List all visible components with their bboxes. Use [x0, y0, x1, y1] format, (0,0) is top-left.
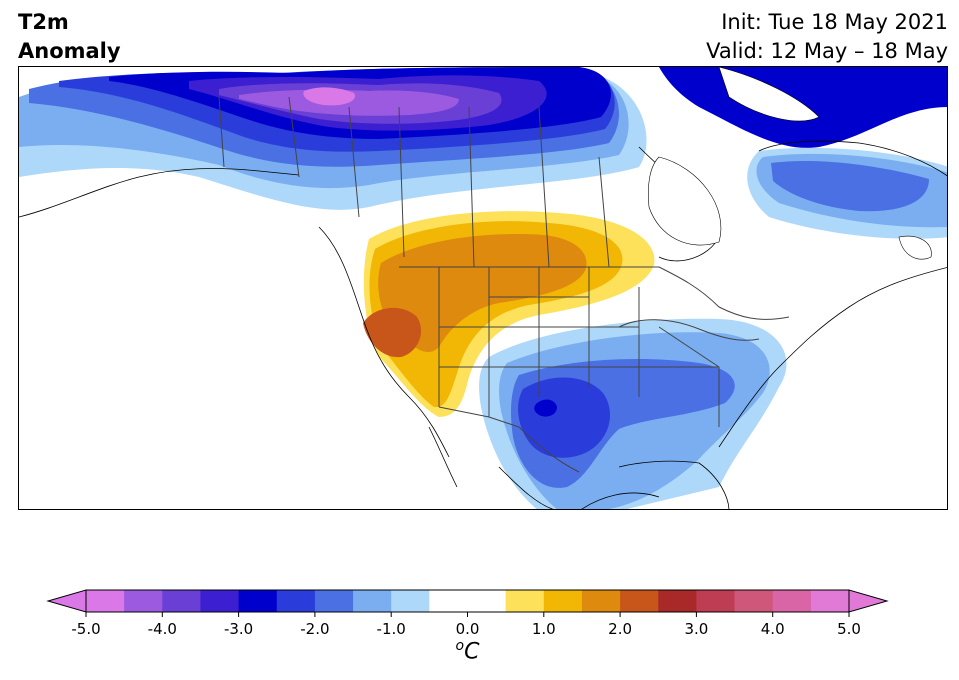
cold-anomaly-south [479, 318, 787, 509]
colorbar-segment [276, 590, 316, 612]
contour-south-blue [518, 377, 611, 458]
celsius-unit: C [464, 639, 480, 665]
anomaly-map [18, 66, 948, 510]
colorbar-segment [505, 590, 545, 612]
colorbar-segment [810, 590, 850, 612]
colorbar-tick-label: 4.0 [761, 620, 785, 638]
coastline-alaska [19, 168, 300, 218]
border-great-lakes [618, 319, 760, 341]
colorbar-segment [429, 590, 468, 612]
colorbar-segment [620, 590, 659, 612]
colorbar-tick-label: 1.0 [532, 620, 556, 638]
coastline-atlantic [718, 267, 947, 448]
colorbar-tick-label: -1.0 [377, 620, 406, 638]
island-newfoundland [898, 235, 932, 260]
contour-north-purple [239, 89, 459, 116]
colorbar-tick-label: -4.0 [148, 620, 177, 638]
colorbar-tick-label: -2.0 [300, 620, 329, 638]
island-baffin [718, 67, 820, 122]
coastline-greenland [758, 140, 947, 177]
title-line-variable: T2m [18, 10, 69, 34]
valid-period: Valid: 12 May – 18 May [706, 39, 948, 63]
contour-warm-rust [363, 307, 422, 358]
political-borders [218, 96, 790, 473]
colorbar-segment [696, 590, 736, 612]
colorbar-segment [200, 590, 240, 612]
colorbar-segment [391, 590, 430, 612]
colorbar-segment [353, 590, 392, 612]
coastline-pacific [318, 226, 450, 458]
map-canvas [19, 67, 947, 509]
colorbar-over-extension [848, 589, 889, 613]
colorbar-segment [734, 590, 774, 612]
border-state-lines [438, 267, 720, 427]
map-subtitle: Init: Tue 18 May 2021 Valid: 12 May – 18… [706, 8, 948, 66]
border-provinces [288, 96, 610, 268]
colorbar-unit: oC [0, 638, 935, 664]
border-alaska-canada [218, 96, 225, 168]
border-us-mexico [438, 406, 580, 473]
contour-north-core [303, 87, 355, 106]
init-date: Init: Tue 18 May 2021 [721, 10, 948, 34]
colorbar-tick-label: -3.0 [224, 620, 253, 638]
coastlines [19, 140, 947, 509]
map-title: T2m Anomaly [18, 8, 121, 66]
title-line-anomaly: Anomaly [18, 39, 121, 63]
colorbar-segment [86, 590, 125, 612]
contour-warm-orange [378, 234, 587, 353]
colorbar: -5.0 -4.0 -3.0 -2.0 -1.0 0.0 1.0 2.0 3.0 4.0 5.0 [0, 588, 959, 678]
colorbar-segment [162, 590, 201, 612]
colorbar-svg: -5.0 -4.0 -3.0 -2.0 -1.0 0.0 1.0 2.0 3.0 4.0 5.0 [46, 589, 889, 638]
colorbar-tick-label: -5.0 [71, 620, 100, 638]
colorbar-segment [314, 590, 354, 612]
colorbar-segment [772, 590, 812, 612]
colorbar-tick-label: 2.0 [608, 620, 632, 638]
colorbar-segment [581, 590, 621, 612]
colorbar-tick-label: 3.0 [684, 620, 708, 638]
colorbar-under-extension [46, 589, 87, 613]
island-hudson-bay [648, 156, 722, 246]
coastline-gulf [498, 460, 730, 509]
colorbar-tick-label: 5.0 [837, 620, 861, 638]
border-us-canada [399, 266, 790, 320]
colorbar-segment [658, 590, 697, 612]
degree-symbol: o [455, 638, 465, 654]
colorbar-segment [543, 590, 583, 612]
colorbar-segment [467, 590, 507, 612]
coastline-central-america [581, 492, 660, 509]
coastline-baja [428, 426, 458, 488]
contour-greenland-mid [771, 160, 929, 212]
colorbar-tick-label: 0.0 [456, 620, 480, 638]
contour-south-dark [534, 399, 557, 417]
colorbar-segment [238, 590, 278, 612]
colorbar-segment [124, 590, 163, 612]
arctic-islands [648, 67, 932, 260]
warm-anomaly-west [363, 211, 655, 417]
